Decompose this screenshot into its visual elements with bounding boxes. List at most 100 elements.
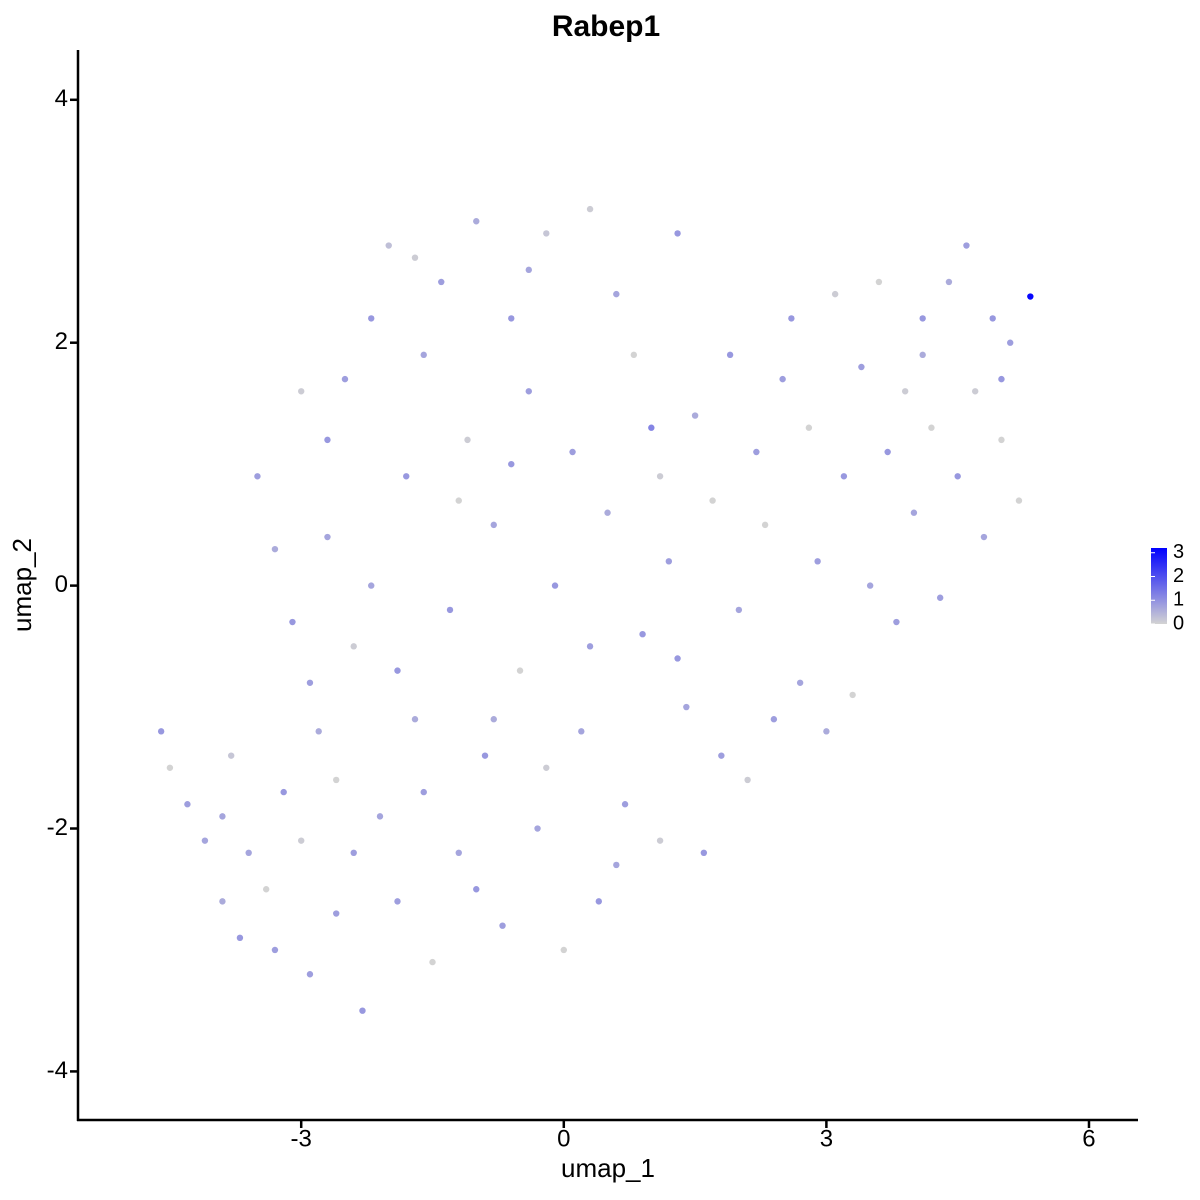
cell-point [945, 278, 953, 286]
cell-point [543, 230, 550, 237]
cell-point [919, 351, 926, 359]
cell-point [604, 509, 611, 516]
x-tick-label: -3 [291, 1125, 312, 1152]
cell-point [639, 630, 646, 638]
cell-point [411, 716, 419, 723]
cell-point [963, 242, 970, 249]
cell-point [516, 667, 524, 674]
cell-point [866, 582, 874, 589]
cell-point [508, 460, 515, 468]
cell-point [586, 643, 594, 650]
cell-point [753, 448, 760, 456]
cell-point [718, 752, 725, 759]
cell-point [648, 424, 655, 431]
cell-point [814, 558, 821, 565]
cell-point [989, 315, 996, 322]
cell-point [823, 728, 830, 735]
cell-point [726, 351, 734, 359]
cell-point [613, 861, 620, 869]
y-tick-label: -2 [47, 814, 68, 841]
cell-point [350, 849, 357, 857]
cell-point [586, 205, 594, 213]
cell-point [831, 290, 839, 298]
cell-point [840, 473, 848, 480]
cell-point [796, 679, 804, 686]
cell-point [280, 788, 287, 796]
cell-point [901, 388, 909, 395]
cell-point [438, 278, 445, 286]
cell-point [875, 278, 883, 286]
cell-point [613, 290, 620, 298]
cell-point [464, 436, 471, 444]
cell-point [674, 655, 681, 662]
y-axis-label: umap_2 [7, 538, 37, 632]
cell-point [656, 473, 664, 480]
cell-point [744, 776, 751, 784]
cell-point [709, 497, 716, 504]
cell-point [262, 886, 270, 893]
cell-point [333, 776, 340, 784]
cell-point [910, 509, 918, 516]
cell-point [341, 375, 349, 383]
cell-point [429, 958, 436, 966]
y-tick-label: 4 [55, 85, 68, 112]
cell-point [779, 375, 786, 383]
cell-point [508, 315, 515, 322]
cell-point [1007, 339, 1014, 346]
cell-point [245, 849, 252, 857]
cell-point [1015, 497, 1023, 504]
cell-point [683, 703, 690, 711]
cell-point [446, 606, 454, 614]
cell-point [359, 1007, 366, 1014]
cell-point [534, 825, 541, 832]
cell-point [306, 679, 314, 686]
cell-point [298, 837, 305, 844]
x-tick-label: 0 [557, 1125, 570, 1152]
cell-point [893, 618, 900, 626]
cell-point [236, 934, 244, 942]
cell-point [560, 946, 567, 954]
cell-point [254, 473, 261, 480]
cell-point [306, 971, 314, 978]
cell-point [333, 910, 340, 917]
cell-point [700, 849, 708, 857]
cell-point [543, 764, 550, 771]
cell-point [656, 837, 664, 844]
cell-point [998, 375, 1005, 383]
x-tick-label: 3 [820, 1125, 833, 1152]
cell-point [490, 521, 497, 529]
cell-point [368, 315, 375, 322]
colorbar [1151, 548, 1167, 624]
cell-point [998, 436, 1005, 444]
cell-point [201, 837, 209, 844]
x-tick-label: 6 [1082, 1125, 1095, 1152]
colorbar-tick-label: 1 [1173, 589, 1184, 611]
cell-point [578, 728, 585, 735]
cell-point [936, 594, 944, 601]
y-tick-label: 0 [55, 571, 68, 598]
cell-point [481, 752, 489, 759]
cell-point [884, 448, 891, 456]
cell-point [289, 618, 296, 626]
x-axis-label: umap_1 [561, 1153, 655, 1183]
cell-point [770, 716, 778, 723]
cell-point [411, 254, 419, 261]
colorbar-tick-label: 3 [1173, 541, 1184, 563]
cell-point [324, 436, 331, 444]
cell-point [595, 898, 603, 905]
cell-point [219, 898, 226, 905]
cell-point [403, 473, 410, 480]
y-tick-label: -4 [47, 1057, 68, 1084]
cell-point [858, 363, 865, 371]
cell-point [157, 728, 165, 735]
cell-point [954, 473, 961, 480]
cell-point [849, 691, 856, 699]
cell-point [271, 946, 279, 954]
cell-point [665, 558, 673, 565]
cell-point [525, 266, 532, 274]
chart-title: Rabep1 [552, 10, 660, 43]
cell-point [971, 388, 979, 395]
cell-point [788, 315, 795, 322]
